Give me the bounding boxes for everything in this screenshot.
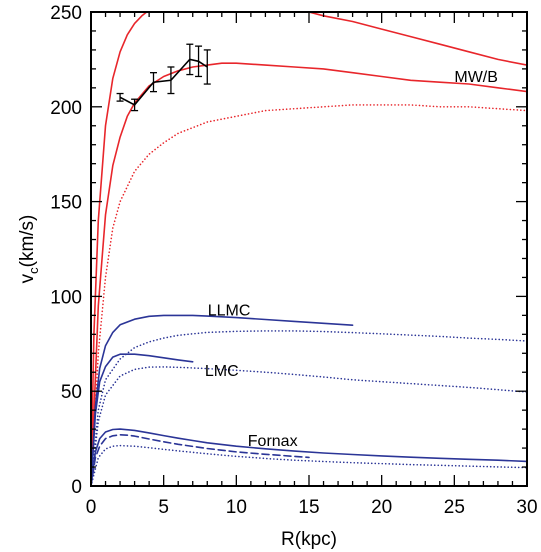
x-tick-label: 10 [226, 497, 247, 518]
y-axis-label-sub: c [26, 267, 41, 274]
annotation-lmc: LMC [205, 363, 239, 380]
curve-llmc-solid [91, 314, 354, 486]
x-axis-label: R(kpc) [281, 529, 337, 550]
error-bar [203, 49, 211, 85]
y-tick-label: 50 [61, 382, 82, 403]
y-axis-label-main: v [17, 273, 38, 283]
error-bar [131, 98, 139, 112]
y-tick-label: 100 [50, 287, 82, 308]
x-tick-label: 15 [298, 497, 319, 518]
ticks-layer [90, 11, 528, 487]
curve-lmc-solid [91, 353, 194, 486]
curve-fornax-dashed [91, 434, 310, 486]
x-tick-label: 25 [444, 497, 465, 518]
annotation-fornax: Fornax [248, 433, 298, 450]
x-tick-label: 5 [158, 497, 169, 518]
error-bar [195, 45, 203, 78]
data-points-layer [116, 43, 211, 112]
curve-mw-middle [91, 62, 527, 486]
y-axis-label-units: (km/s) [17, 215, 38, 268]
error-bar [186, 43, 194, 76]
x-tick-label: 30 [516, 497, 537, 518]
curve-mw-dotted [91, 104, 527, 486]
x-tick-label: 0 [86, 497, 97, 518]
curve-mw-upper [91, 12, 148, 486]
y-tick-label: 150 [50, 193, 82, 214]
curve-mw-upper-tail [305, 12, 527, 66]
annotations-layer: MW/B LLMC LMC Fornax [205, 69, 498, 450]
annotation-llmc: LLMC [208, 302, 251, 319]
curves-layer [91, 12, 527, 486]
curve-fornax-solid [91, 428, 527, 486]
tick-labels-layer: 0 5 10 15 20 25 30 0 50 100 150 200 250 [50, 3, 537, 518]
y-tick-label: 200 [50, 98, 82, 119]
y-tick-label: 0 [71, 477, 82, 498]
y-tick-label: 250 [50, 3, 82, 24]
error-bar [149, 72, 157, 93]
annotation-mwb: MW/B [454, 69, 498, 86]
curve-llmc-dotted [91, 330, 527, 486]
x-tick-label: 20 [371, 497, 392, 518]
curve-lmc-dotted [91, 366, 527, 486]
y-axis-label: vc(km/s) [17, 215, 41, 284]
error-bar [116, 92, 124, 102]
error-bar [167, 66, 175, 95]
